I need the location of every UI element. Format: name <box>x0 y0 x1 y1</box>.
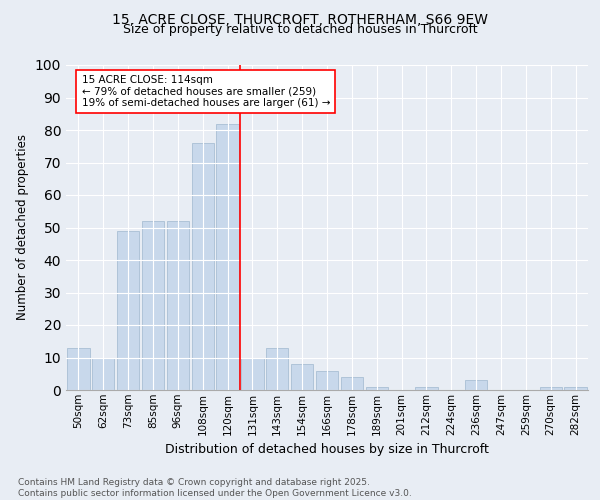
Bar <box>539 387 562 390</box>
Text: Contains HM Land Registry data © Crown copyright and database right 2025.
Contai: Contains HM Land Registry data © Crown c… <box>18 478 412 498</box>
Bar <box>92 358 115 390</box>
Bar <box>117 231 139 390</box>
Bar <box>266 348 289 390</box>
X-axis label: Distribution of detached houses by size in Thurcroft: Distribution of detached houses by size … <box>165 443 489 456</box>
Bar <box>241 358 263 390</box>
Bar <box>316 370 338 390</box>
Bar <box>217 124 239 390</box>
Bar <box>465 380 487 390</box>
Bar <box>565 387 587 390</box>
Bar <box>167 221 189 390</box>
Text: Size of property relative to detached houses in Thurcroft: Size of property relative to detached ho… <box>122 22 478 36</box>
Bar <box>365 387 388 390</box>
Bar <box>415 387 437 390</box>
Text: 15 ACRE CLOSE: 114sqm
← 79% of detached houses are smaller (259)
19% of semi-det: 15 ACRE CLOSE: 114sqm ← 79% of detached … <box>82 74 330 108</box>
Bar <box>191 143 214 390</box>
Text: 15, ACRE CLOSE, THURCROFT, ROTHERHAM, S66 9EW: 15, ACRE CLOSE, THURCROFT, ROTHERHAM, S6… <box>112 12 488 26</box>
Bar <box>341 377 363 390</box>
Bar <box>142 221 164 390</box>
Bar <box>67 348 89 390</box>
Bar <box>291 364 313 390</box>
Y-axis label: Number of detached properties: Number of detached properties <box>16 134 29 320</box>
